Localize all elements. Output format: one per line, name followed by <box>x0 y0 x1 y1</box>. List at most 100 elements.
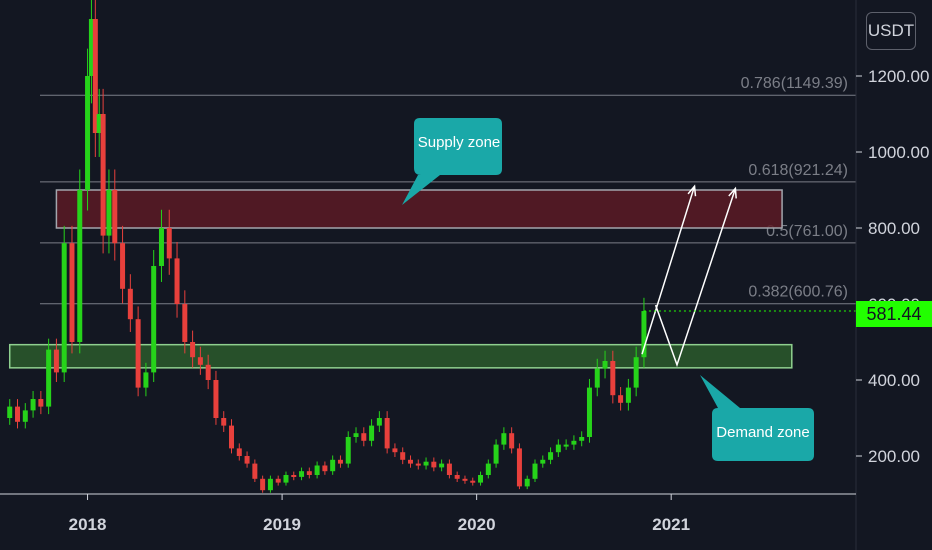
candle-body <box>548 452 554 460</box>
demand-zone <box>8 343 793 369</box>
supply-zone <box>55 189 783 229</box>
candle-body <box>53 349 59 373</box>
candle-body <box>260 478 266 491</box>
candle-body <box>190 342 196 358</box>
candle-body <box>485 463 491 475</box>
candle-body <box>415 463 421 466</box>
candle-body <box>618 395 624 403</box>
candle-body <box>540 459 546 464</box>
candle-body <box>376 418 382 426</box>
projection-path <box>654 188 737 368</box>
candle-body <box>46 349 52 407</box>
candle-body <box>579 437 585 441</box>
projection-path <box>641 185 696 355</box>
candle-body <box>563 444 569 447</box>
candle-body <box>431 461 437 468</box>
supply-callout-bubble <box>402 118 502 205</box>
candle-body <box>532 463 538 479</box>
candle-body <box>330 459 336 472</box>
candle-body <box>283 475 289 483</box>
callout-shapes <box>402 118 814 461</box>
candle-body <box>400 452 406 460</box>
candle-body <box>594 368 600 388</box>
candle-body <box>439 463 445 468</box>
candle-body <box>69 243 75 342</box>
candles <box>7 0 647 493</box>
x-tick-label: 2020 <box>458 515 496 534</box>
fib-label: 0.786(1149.39) <box>741 75 848 92</box>
candle-body <box>423 461 429 466</box>
y-tick-label: 1200.00 <box>868 67 929 86</box>
x-tick-label: 2021 <box>652 515 690 534</box>
candle-body <box>299 471 305 477</box>
y-tick-label: 1000.00 <box>868 143 929 162</box>
candle-body <box>92 19 98 133</box>
candle-body <box>516 448 522 487</box>
candle-body <box>252 463 258 479</box>
demand-callout-bubble <box>700 375 814 461</box>
candle-body <box>462 478 468 481</box>
y-tick-label: 200.00 <box>868 447 920 466</box>
candle-body <box>174 258 180 304</box>
candle-body <box>470 480 476 483</box>
candle-body <box>524 478 530 487</box>
candle-body <box>353 433 359 437</box>
candle-body <box>143 372 149 388</box>
candle-body <box>291 475 297 477</box>
fib-label: 0.618(921.24) <box>748 162 848 179</box>
projection-paths <box>641 184 856 368</box>
candle-body <box>454 475 460 479</box>
candle-body <box>15 406 21 422</box>
candle-body <box>197 357 203 365</box>
candle-body <box>509 433 515 449</box>
candle-body <box>641 311 647 358</box>
y-tick-label: 800.00 <box>868 219 920 238</box>
candle-body <box>22 410 28 422</box>
candle-body <box>30 399 36 411</box>
demand-zone-label: Demand zone <box>716 424 810 441</box>
candle-body <box>166 228 172 259</box>
candle-body <box>337 459 343 464</box>
candle-body <box>633 357 639 388</box>
candle-body <box>610 361 616 396</box>
candle-body <box>407 459 413 464</box>
candle-body <box>314 465 320 475</box>
candle-body <box>493 444 499 464</box>
candle-body <box>151 266 157 373</box>
fib-label: 0.5(761.00) <box>766 223 848 240</box>
candle-body <box>120 243 126 289</box>
candle-body <box>213 380 219 418</box>
candle-body <box>446 463 452 475</box>
candle-body <box>236 448 242 456</box>
candle-body <box>61 243 67 373</box>
candle-body <box>205 364 211 380</box>
candle-body <box>586 387 592 437</box>
supply-zone-label: Supply zone <box>417 134 501 151</box>
candle-body <box>135 319 141 388</box>
candle-body <box>501 433 507 445</box>
candle-body <box>555 444 561 453</box>
candle-body <box>38 399 44 407</box>
candle-body <box>221 418 227 426</box>
candle-body <box>100 114 106 236</box>
candle-body <box>275 478 281 483</box>
candle-body <box>369 425 375 441</box>
candle-body <box>384 418 390 449</box>
fib-label: 0.382(600.76) <box>748 284 848 301</box>
candle-body <box>127 288 133 320</box>
candle-body <box>571 440 577 445</box>
candle-body <box>602 361 608 369</box>
candle-body <box>182 304 188 342</box>
currency-button[interactable]: USDT <box>866 12 916 50</box>
candle-body <box>306 471 312 475</box>
candle-body <box>106 190 112 236</box>
candle-body <box>267 478 273 491</box>
candle-body <box>322 465 328 472</box>
time-axis[interactable]: 2018 2019 2020 2021 <box>69 494 690 534</box>
candle-body <box>229 425 235 449</box>
candle-body <box>158 228 164 266</box>
projection-arrowhead <box>728 186 737 199</box>
x-tick-label: 2019 <box>263 515 301 534</box>
last-price-badge: 581.44 <box>856 301 932 327</box>
